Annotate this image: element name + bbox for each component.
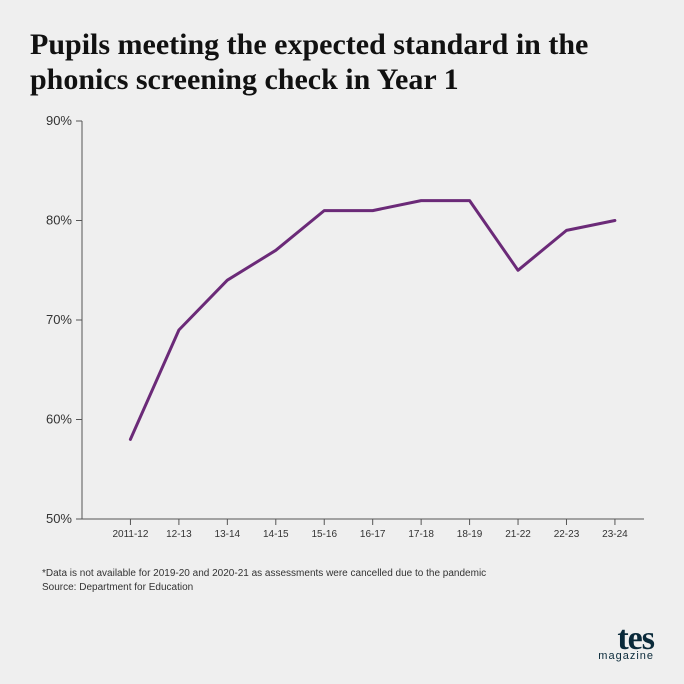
svg-text:90%: 90% [46, 115, 72, 128]
svg-text:22-23: 22-23 [554, 529, 580, 540]
svg-text:50%: 50% [46, 511, 72, 526]
page-title: Pupils meeting the expected standard in … [30, 28, 654, 97]
svg-text:80%: 80% [46, 213, 72, 228]
svg-text:70%: 70% [46, 312, 72, 327]
logo-brand: tes [598, 625, 654, 652]
logo-sub: magazine [598, 650, 654, 662]
svg-text:13-14: 13-14 [215, 529, 241, 540]
footnote-line-2: Source: Department for Education [42, 581, 654, 595]
svg-text:17-18: 17-18 [408, 529, 434, 540]
svg-text:18-19: 18-19 [457, 529, 483, 540]
svg-text:60%: 60% [46, 412, 72, 427]
chart-svg: 50% 60% 70% 80% 90% 2011-12 12-13 13-14 14-15 15-… [30, 115, 654, 545]
svg-text:14-15: 14-15 [263, 529, 289, 540]
svg-text:15-16: 15-16 [311, 529, 337, 540]
svg-text:23-24: 23-24 [602, 529, 628, 540]
chart-footnote: *Data is not available for 2019-20 and 2… [30, 567, 654, 594]
svg-text:12-13: 12-13 [166, 529, 192, 540]
svg-text:16-17: 16-17 [360, 529, 386, 540]
svg-text:2011-12: 2011-12 [112, 529, 148, 540]
brand-logo: tes magazine [598, 625, 654, 662]
line-chart: 50% 60% 70% 80% 90% 2011-12 12-13 13-14 14-15 15-… [30, 115, 654, 545]
footnote-line-1: *Data is not available for 2019-20 and 2… [42, 567, 654, 581]
svg-text:21-22: 21-22 [505, 529, 531, 540]
